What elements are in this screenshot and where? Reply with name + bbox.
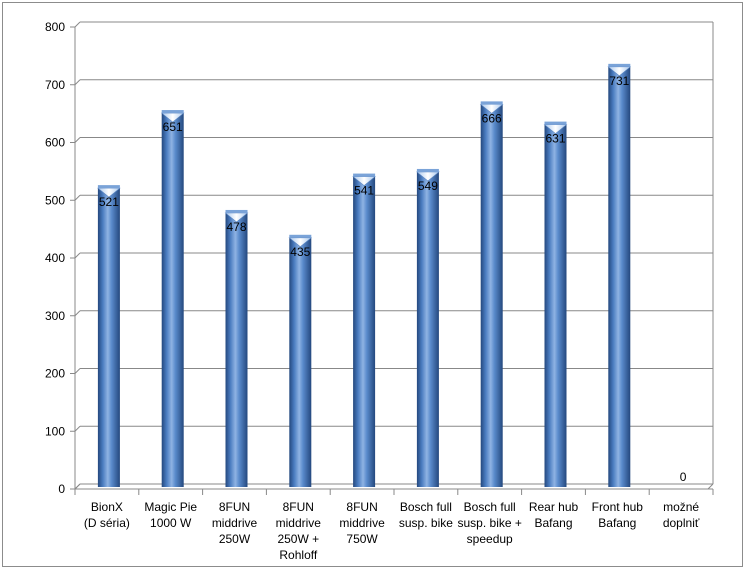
x-tick-label-line: middrive	[212, 516, 258, 530]
x-tick-label: 8FUN middrive 750W	[339, 500, 385, 546]
bar	[289, 237, 312, 487]
gridline-slant	[74, 368, 81, 374]
x-tick-label-line: 8FUN	[346, 500, 377, 514]
bar	[544, 124, 567, 487]
bar-top-edge	[608, 63, 631, 67]
data-label: 731	[609, 74, 629, 88]
y-tick-label: 400	[45, 251, 65, 265]
x-tick-label: Magic Pie 1000 W	[144, 500, 197, 530]
y-tick-label: 600	[45, 136, 65, 150]
x-tick-label-line: susp. bike	[399, 516, 453, 530]
x-tick-label-line: 8FUN	[219, 500, 250, 514]
x-tick-label-line: Front hub	[592, 500, 644, 514]
x-tick-label-line: susp. bike +	[458, 516, 522, 530]
x-tick-label-line: 250W	[219, 532, 251, 546]
x-tick-label-line: 250W +	[277, 532, 319, 546]
x-tick-label-line: Rear hub	[529, 500, 579, 514]
bar	[608, 66, 631, 487]
x-tick-label: Front hub Bafang	[592, 500, 644, 530]
data-label: 521	[99, 195, 119, 209]
bars	[97, 63, 632, 488]
bar-top-edge	[544, 121, 567, 125]
x-tick-label-line: (D séria)	[84, 516, 130, 530]
data-label: 0	[680, 470, 687, 484]
x-tick-label-line: Bafang	[598, 516, 636, 530]
x-tick-label-line: Bafang	[534, 516, 572, 530]
x-tick-label-line: middrive	[339, 516, 385, 530]
y-tick-label: 200	[45, 367, 65, 381]
gridline-slant	[74, 21, 81, 28]
y-tick-label: 800	[45, 20, 65, 34]
gridline-slant	[74, 137, 81, 143]
floor-edge	[74, 483, 81, 490]
axes	[70, 22, 714, 495]
data-label: 651	[163, 120, 183, 134]
x-tick-label-line: middrive	[276, 516, 322, 530]
labels: 0 100 200 300 400 500 600 700 800 521 BionX (D séri…	[45, 20, 700, 562]
bar-top-edge	[480, 101, 503, 105]
x-tick-label: možné doplniť	[663, 500, 700, 530]
x-tick-label-line: možné	[663, 500, 699, 514]
x-tick-label-line: Magic Pie	[144, 500, 197, 514]
bar-top-edge	[353, 173, 376, 177]
x-tick-label: Bosch full susp. bike + speedup	[458, 500, 522, 546]
x-tick-label: 8FUN middrive 250W + Rohloff	[276, 500, 322, 562]
x-tick-label-line: 8FUN	[283, 500, 314, 514]
x-tick-label-line: Bosch full	[464, 500, 516, 514]
bar	[416, 171, 439, 487]
bar-top-edge	[97, 185, 120, 189]
x-tick-label-line: Bosch full	[400, 500, 452, 514]
x-tick-label: 8FUN middrive 250W	[212, 500, 258, 546]
data-label: 541	[354, 184, 374, 198]
data-label: 549	[418, 179, 438, 193]
data-label: 666	[482, 111, 502, 125]
data-label: 631	[545, 132, 565, 146]
y-tick-label: 300	[45, 309, 65, 323]
x-tick-label: Bosch full susp. bike	[399, 500, 453, 530]
bar	[97, 188, 120, 487]
y-tick-label: 700	[45, 78, 65, 92]
data-label: 435	[290, 245, 310, 259]
gridline-slant	[74, 79, 81, 86]
bar-top-edge	[416, 168, 439, 172]
y-tick-label: 0	[58, 482, 65, 496]
bar	[161, 113, 184, 488]
bar	[225, 212, 248, 487]
gridline-slant	[74, 310, 81, 317]
floor-edge-right	[707, 483, 714, 490]
x-tick-label-line: doplniť	[663, 516, 700, 530]
bar-top-edge	[289, 234, 312, 238]
x-tick-label: Rear hub Bafang	[529, 500, 579, 530]
x-tick-label-line: 1000 W	[150, 516, 192, 530]
x-tick-label: BionX (D séria)	[84, 500, 130, 530]
x-tick-label-line: 750W	[346, 532, 378, 546]
bar	[480, 104, 503, 487]
y-tick-label: 100	[45, 424, 65, 438]
y-tick-label: 500	[45, 193, 65, 207]
x-tick-label-line: speedup	[467, 532, 513, 546]
data-label: 478	[226, 220, 246, 234]
gridline-slant	[74, 194, 81, 201]
x-tick-label-line: BionX	[91, 500, 123, 514]
bar-top-edge	[225, 209, 248, 213]
gridlines	[74, 21, 713, 490]
x-tick-label-line: Rohloff	[279, 548, 317, 562]
gridline-slant	[74, 425, 81, 432]
gridline-slant	[74, 252, 81, 259]
bar	[353, 176, 376, 487]
bar-top-edge	[161, 110, 184, 114]
